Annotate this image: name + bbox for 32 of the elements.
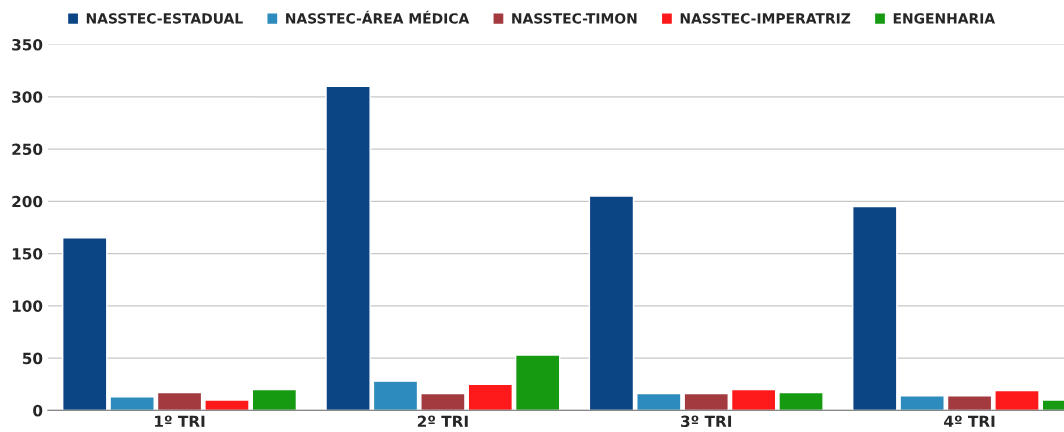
bar xyxy=(156,391,203,411)
x-tick-label: 1º TRI xyxy=(155,415,205,427)
y-tick-label: 0 xyxy=(33,404,43,417)
bar xyxy=(420,392,466,411)
y-tick-label: 100 xyxy=(12,300,43,312)
bar xyxy=(946,395,993,411)
bar xyxy=(467,383,514,411)
y-tick-label: 200 xyxy=(12,195,43,208)
y-tick-label: 150 xyxy=(12,248,43,260)
x-tick-label: 4º TRI xyxy=(944,415,995,427)
bar xyxy=(204,399,250,411)
y-tick-label: 250 xyxy=(12,143,43,156)
y-tick-label: 50 xyxy=(22,352,43,365)
bar xyxy=(251,388,298,411)
bar xyxy=(62,237,108,411)
legend-label: NASSTEC-ESTADUAL xyxy=(86,13,243,24)
bar xyxy=(109,396,155,411)
legend-label: NASSTEC-TIMON xyxy=(512,13,637,24)
x-tick-label: 2º TRI xyxy=(417,415,468,427)
x-tick-label: 3º TRI xyxy=(681,415,732,428)
bar xyxy=(730,388,777,411)
bar xyxy=(372,380,419,411)
bar xyxy=(994,389,1040,411)
bar xyxy=(588,195,635,411)
legend-label: NASSTEC-ÁREA MÉDICA xyxy=(286,10,470,24)
bar xyxy=(778,391,824,411)
legend-label: ENGENHARIA xyxy=(893,13,996,24)
y-tick-label: 300 xyxy=(12,91,43,103)
legend-label: NASSTEC-IMPERATRIZ xyxy=(680,13,851,24)
y-tick-label: 350 xyxy=(12,38,43,51)
bar xyxy=(514,354,561,411)
bar xyxy=(325,85,371,411)
